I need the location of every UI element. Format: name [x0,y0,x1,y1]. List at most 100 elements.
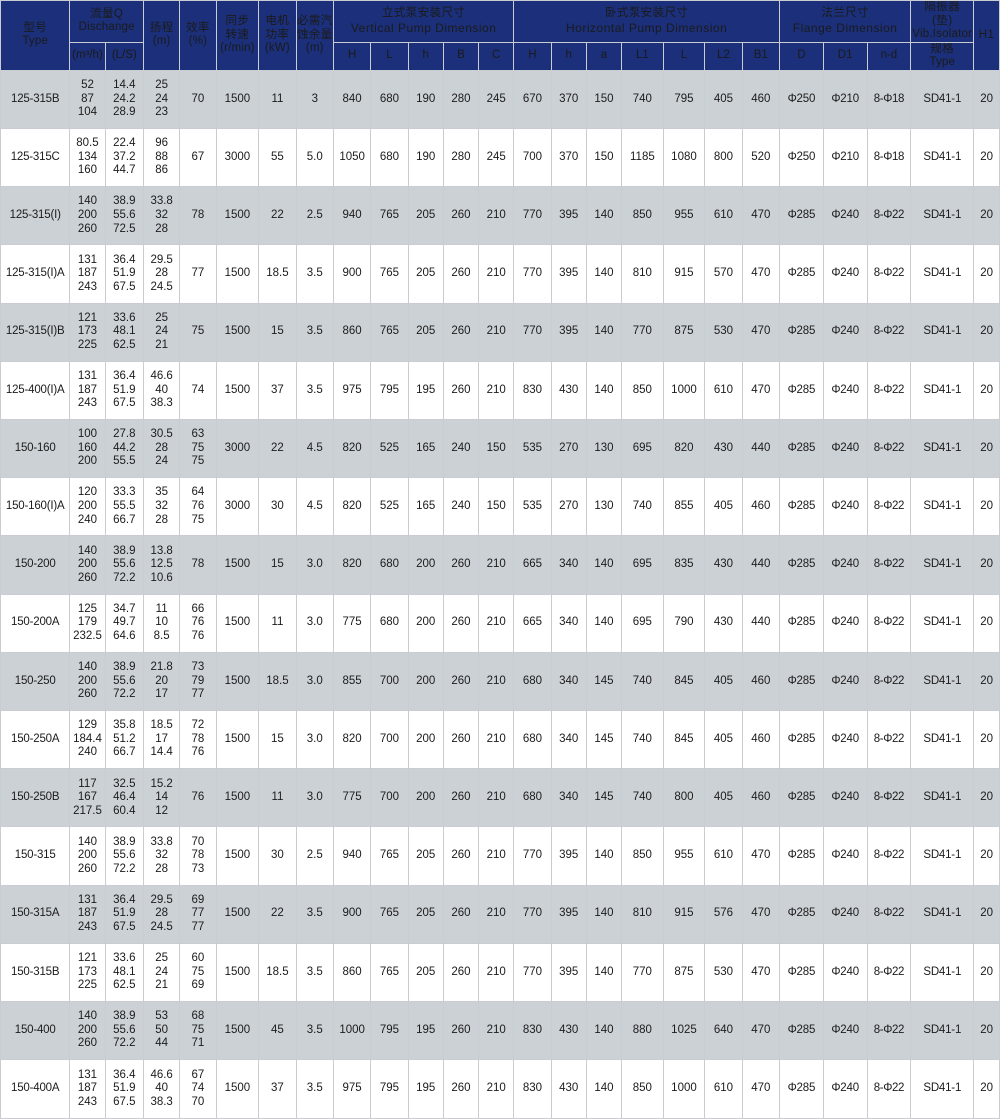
cell-horizontal-H: 665 [513,593,552,653]
cell-npsh: 4.5 [295,419,334,479]
cell-flange-D: Φ285 [779,535,824,595]
cell-vertical-C: 245 [478,69,515,130]
cell-vertical-C: 210 [478,535,515,595]
cell-horizontal-L2: 640 [704,1001,743,1061]
cell-flange-D: Φ285 [779,244,824,304]
cell-horizontal-L2: 430 [704,593,743,653]
cell-efficiency: 69 77 77 [179,884,217,944]
table-row: 150-160(I)A 120 200 240 33.3 55.5 66.7 35 32 28 64… [0,477,1000,537]
cell-horizontal-h: 395 [550,186,587,246]
cell-motor-power: 15 [258,710,297,770]
cell-vertical-C: 210 [478,1059,515,1119]
cell-horizontal-H: 770 [513,942,552,1003]
cell-npsh: 3.5 [295,360,334,421]
cell-isolator-type: SD41-1 [910,710,975,770]
cell-horizontal-h: 395 [550,942,587,1003]
cell-horizontal-L: 855 [662,477,706,537]
cell-horizontal-B1: 440 [741,419,781,479]
cell-efficiency: 72 78 76 [179,710,217,770]
cell-horizontal-H: 770 [513,826,552,886]
cell-horizontal-h: 340 [550,768,587,828]
col-efficiency: 效率 (%) [179,0,217,71]
cell-flange-D1: Φ240 [822,186,868,246]
cell-horizontal-L2: 530 [704,302,743,362]
group-horizontal-pump-dimension: 卧式泵安装尺寸 Horizontal Pump Dimension [513,0,780,43]
cell-flange-nd: 8-Φ22 [866,768,912,828]
cell-vertical-B: 260 [442,244,480,304]
cell-motor-power: 45 [258,1001,297,1061]
cell-discharge-m3h: 140 200 260 [69,826,106,886]
cell-horizontal-a: 140 [585,942,623,1003]
table-row: 150-315B 121 173 225 33.6 48.1 62.5 25 24 21 60 75 6… [0,942,1000,1003]
cell-vertical-C: 210 [478,302,515,362]
cell-head: 15.2 14 12 [142,768,181,828]
cell-horizontal-H: 770 [513,186,552,246]
cell-discharge-ls: 33.3 55.5 66.7 [104,477,145,537]
cell-vertical-h: 205 [407,244,444,304]
cell-flange-D1: Φ240 [822,477,868,537]
cell-flange-D1: Φ240 [822,768,868,828]
table-row: 125-315C 80.5 134 160 22.4 37.2 44.7 96 88 86 67 30… [0,128,1000,188]
cell-isolator-type: SD41-1 [910,535,975,595]
cell-horizontal-H: 830 [513,360,552,421]
cell-h1: 20 [973,244,1000,304]
cell-vertical-B: 260 [442,826,480,886]
cell-discharge-m3h: 131 187 243 [69,360,106,421]
cell-horizontal-L1: 740 [621,651,664,712]
cell-horizontal-a: 145 [585,768,623,828]
table-row: 125-315(I)B 121 173 225 33.6 48.1 62.5 25 24 21 75… [0,302,1000,362]
cell-horizontal-L: 795 [662,69,706,130]
cell-discharge-ls: 36.4 51.9 67.5 [104,884,145,944]
cell-speed: 1500 [215,1001,260,1061]
cell-h1: 20 [973,128,1000,188]
cell-vertical-L: 680 [370,128,409,188]
cell-h1: 20 [973,535,1000,595]
cell-vertical-B: 260 [442,651,480,712]
cell-horizontal-B1: 470 [741,1059,781,1119]
cell-horizontal-H: 830 [513,1059,552,1119]
table-row: 150-315A 131 187 243 36.4 51.9 67.5 29.5 28 24.5 6… [0,884,1000,944]
cell-flange-D1: Φ240 [822,942,868,1003]
cell-speed: 1500 [215,360,260,421]
cell-flange-nd: 8-Φ18 [866,69,912,130]
cell-isolator-type: SD41-1 [910,1059,975,1119]
cell-horizontal-a: 130 [585,477,623,537]
cell-horizontal-H: 770 [513,302,552,362]
cell-discharge-m3h: 100 160 200 [69,419,106,479]
cell-motor-power: 37 [258,360,297,421]
cell-flange-D1: Φ210 [822,128,868,188]
cell-horizontal-L: 875 [662,302,706,362]
cell-horizontal-B1: 470 [741,884,781,944]
cell-discharge-m3h: 140 200 260 [69,186,106,246]
cell-efficiency: 60 75 69 [179,942,217,1003]
cell-horizontal-B1: 460 [741,477,781,537]
cell-vertical-C: 210 [478,826,515,886]
cell-horizontal-a: 150 [585,128,623,188]
cell-discharge-ls: 36.4 51.9 67.5 [104,360,145,421]
cell-horizontal-a: 140 [585,535,623,595]
cell-vertical-C: 210 [478,593,515,653]
cell-h1: 20 [973,1059,1000,1119]
cell-horizontal-a: 145 [585,710,623,770]
cell-flange-nd: 8-Φ22 [866,651,912,712]
col-vertical-C: C [478,41,515,71]
cell-discharge-m3h: 140 200 260 [69,1001,106,1061]
cell-vertical-h: 205 [407,884,444,944]
cell-flange-D: Φ250 [779,69,824,130]
cell-vertical-L: 765 [370,302,409,362]
cell-vertical-B: 260 [442,710,480,770]
cell-horizontal-L1: 810 [621,884,664,944]
cell-pump-type: 150-160(I)A [0,477,71,537]
cell-flange-D: Φ285 [779,186,824,246]
cell-vertical-H: 1000 [332,1001,372,1061]
cell-flange-D1: Φ240 [822,884,868,944]
cell-horizontal-B1: 470 [741,360,781,421]
cell-vertical-C: 150 [478,477,515,537]
cell-vertical-H: 900 [332,884,372,944]
cell-horizontal-H: 700 [513,128,552,188]
cell-horizontal-L: 875 [662,942,706,1003]
table-row: 150-250B 117 167 217.5 32.5 46.4 60.4 15.2 14 12 7… [0,768,1000,828]
cell-horizontal-L2: 405 [704,651,743,712]
cell-discharge-m3h: 140 200 260 [69,651,106,712]
cell-npsh: 3.0 [295,535,334,595]
